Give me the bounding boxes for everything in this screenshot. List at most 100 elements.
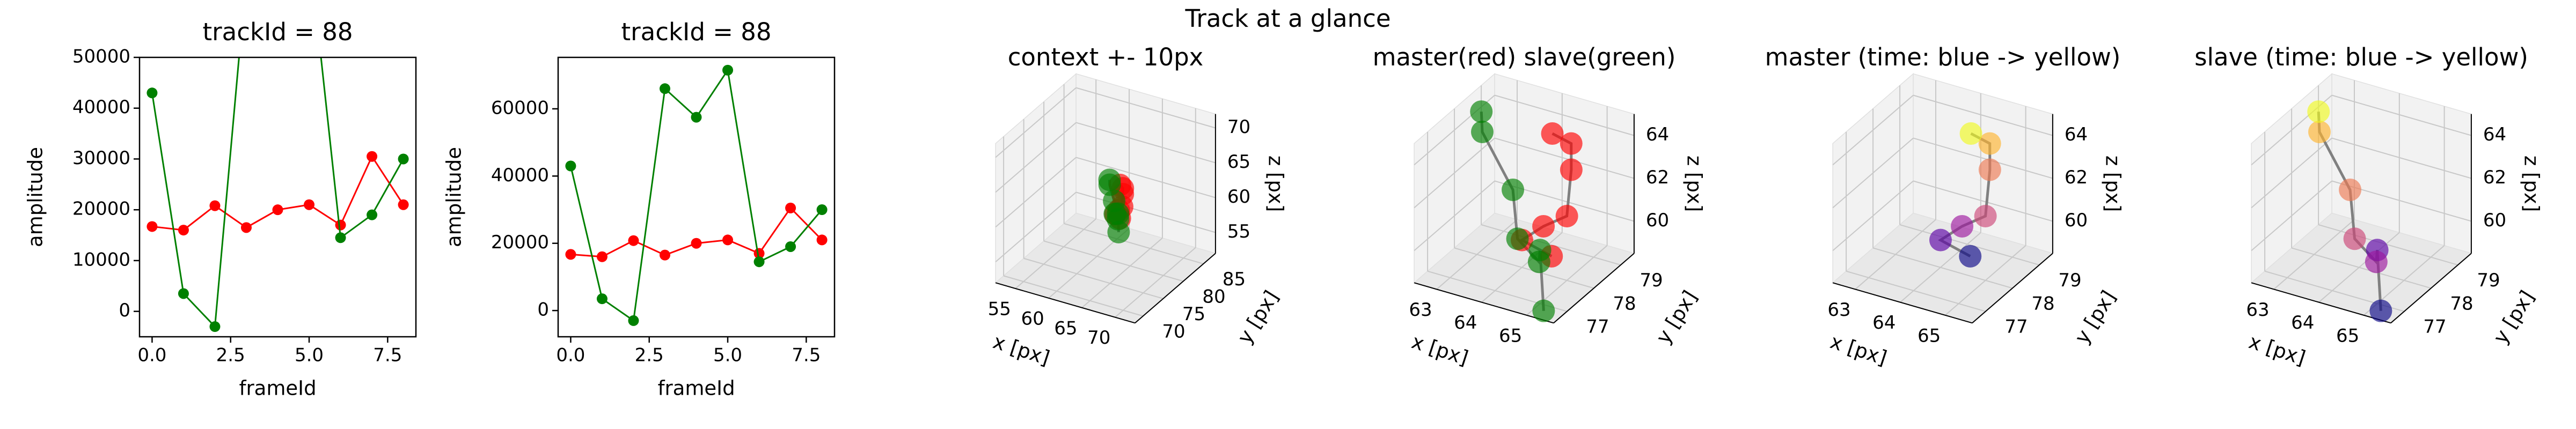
grid-line xyxy=(1064,223,1204,264)
x-tick-label: 63 xyxy=(1827,299,1850,321)
point xyxy=(1959,122,1982,145)
grid-line xyxy=(1913,94,2053,136)
x-axis-label: frameId xyxy=(239,377,316,400)
grid-line xyxy=(1832,137,1914,209)
grid-line xyxy=(1075,191,1216,233)
y-tick-label: 78 xyxy=(1613,293,1636,314)
point xyxy=(367,209,378,220)
point xyxy=(209,200,221,211)
point xyxy=(1506,227,1529,250)
z-axis-label: z [px] xyxy=(2101,156,2124,212)
y-tick-label: 40000 xyxy=(491,165,549,186)
grid-line xyxy=(1075,122,1216,164)
x-tick-label: 64 xyxy=(1454,312,1477,334)
y-axis-label: amplitude xyxy=(24,147,47,247)
y-axis-line xyxy=(1972,253,2053,324)
point xyxy=(1974,204,1997,227)
point xyxy=(691,238,702,249)
y-axis-line xyxy=(2390,253,2472,324)
x-tick-label: 7.5 xyxy=(373,345,402,366)
x-tick-label: 64 xyxy=(1872,312,1896,334)
grid-line xyxy=(1494,94,1635,136)
x-tick-label: 64 xyxy=(2291,312,2314,334)
point xyxy=(596,293,608,305)
point xyxy=(816,234,828,246)
plot-area xyxy=(147,57,409,332)
point xyxy=(1929,228,1952,252)
point xyxy=(1470,100,1493,123)
x-tick-label: 0.0 xyxy=(137,345,166,366)
point xyxy=(1560,132,1583,155)
z-axis-label: z [px] xyxy=(1682,156,1706,212)
series-line xyxy=(569,68,823,322)
z-axis-label: z [px] xyxy=(2520,156,2543,212)
grid-line xyxy=(1115,247,1196,318)
chart-title: master(red) slave(green) xyxy=(1373,43,1676,71)
x-axis-label: x [px] xyxy=(2246,330,2308,369)
point xyxy=(596,251,608,262)
grid-line xyxy=(1454,247,1594,289)
grid-line xyxy=(1913,137,2053,179)
x-tick-label: 0.0 xyxy=(556,345,585,366)
x-tick-label: 5.0 xyxy=(713,345,742,366)
z-tick-label: 64 xyxy=(1646,124,1669,145)
x-tick-label: 65 xyxy=(1918,325,1941,346)
z-tick-label: 55 xyxy=(1227,221,1250,242)
x-tick-label: 65 xyxy=(1054,317,1077,339)
x-tick-label: 63 xyxy=(1409,299,1432,321)
x-tick-label: 60 xyxy=(1021,308,1044,329)
point xyxy=(722,234,734,246)
point xyxy=(398,153,409,165)
point xyxy=(2365,250,2388,273)
y-tick-label: 75 xyxy=(1182,304,1205,325)
point xyxy=(691,112,702,123)
x-tick-label: 7.5 xyxy=(792,345,821,366)
x-axis-line xyxy=(1414,282,1554,324)
grid-line xyxy=(2291,247,2432,289)
chart-title: slave (time: blue -> yellow) xyxy=(2194,43,2528,71)
x-axis-label: frameId xyxy=(657,377,735,400)
point xyxy=(1098,168,1121,191)
grid-line xyxy=(995,87,1077,158)
y-tick-label: 40000 xyxy=(72,97,130,118)
x-axis-label: x [px] xyxy=(1827,330,1890,369)
grid-line xyxy=(1023,257,1163,299)
y-tick-label: 79 xyxy=(1640,270,1663,291)
x-axis-label: x [px] xyxy=(1409,330,1471,369)
grid-line xyxy=(995,191,1077,263)
point xyxy=(1527,250,1550,273)
grid-line xyxy=(1481,224,1621,266)
point xyxy=(335,219,346,231)
y-tick-label: 0 xyxy=(119,300,130,321)
x-tick-label: 2.5 xyxy=(216,345,245,366)
z-tick-label: 60 xyxy=(1646,210,1669,231)
z-tick-label: 62 xyxy=(2065,167,2088,188)
point xyxy=(785,202,796,213)
y-tick-label: 78 xyxy=(2450,293,2473,314)
x-axis-label: x [px] xyxy=(990,330,1052,369)
point xyxy=(565,249,576,260)
grid-line xyxy=(2331,137,2472,179)
y-tick-label: 10000 xyxy=(72,249,130,270)
figure-title: Track at a glance xyxy=(1184,4,1391,33)
grid-line xyxy=(1832,180,1914,252)
z-tick-label: 64 xyxy=(2483,124,2506,145)
y-tick-label: 77 xyxy=(2423,316,2446,338)
x-tick-label: 63 xyxy=(2246,299,2269,321)
point xyxy=(147,221,158,232)
z-tick-label: 62 xyxy=(2483,167,2506,188)
point xyxy=(2339,178,2362,201)
point xyxy=(1555,204,1578,227)
point xyxy=(209,321,221,332)
grid-line xyxy=(1899,224,2040,266)
grid-line xyxy=(1846,270,1986,312)
y-tick-label: 60000 xyxy=(491,97,549,119)
point xyxy=(398,199,409,210)
grid-line xyxy=(2318,224,2458,266)
point xyxy=(628,235,639,246)
x-axis-line xyxy=(995,282,1136,324)
y-tick-label: 70 xyxy=(1162,321,1185,342)
point xyxy=(628,315,639,326)
point xyxy=(753,248,765,259)
point xyxy=(785,241,796,252)
